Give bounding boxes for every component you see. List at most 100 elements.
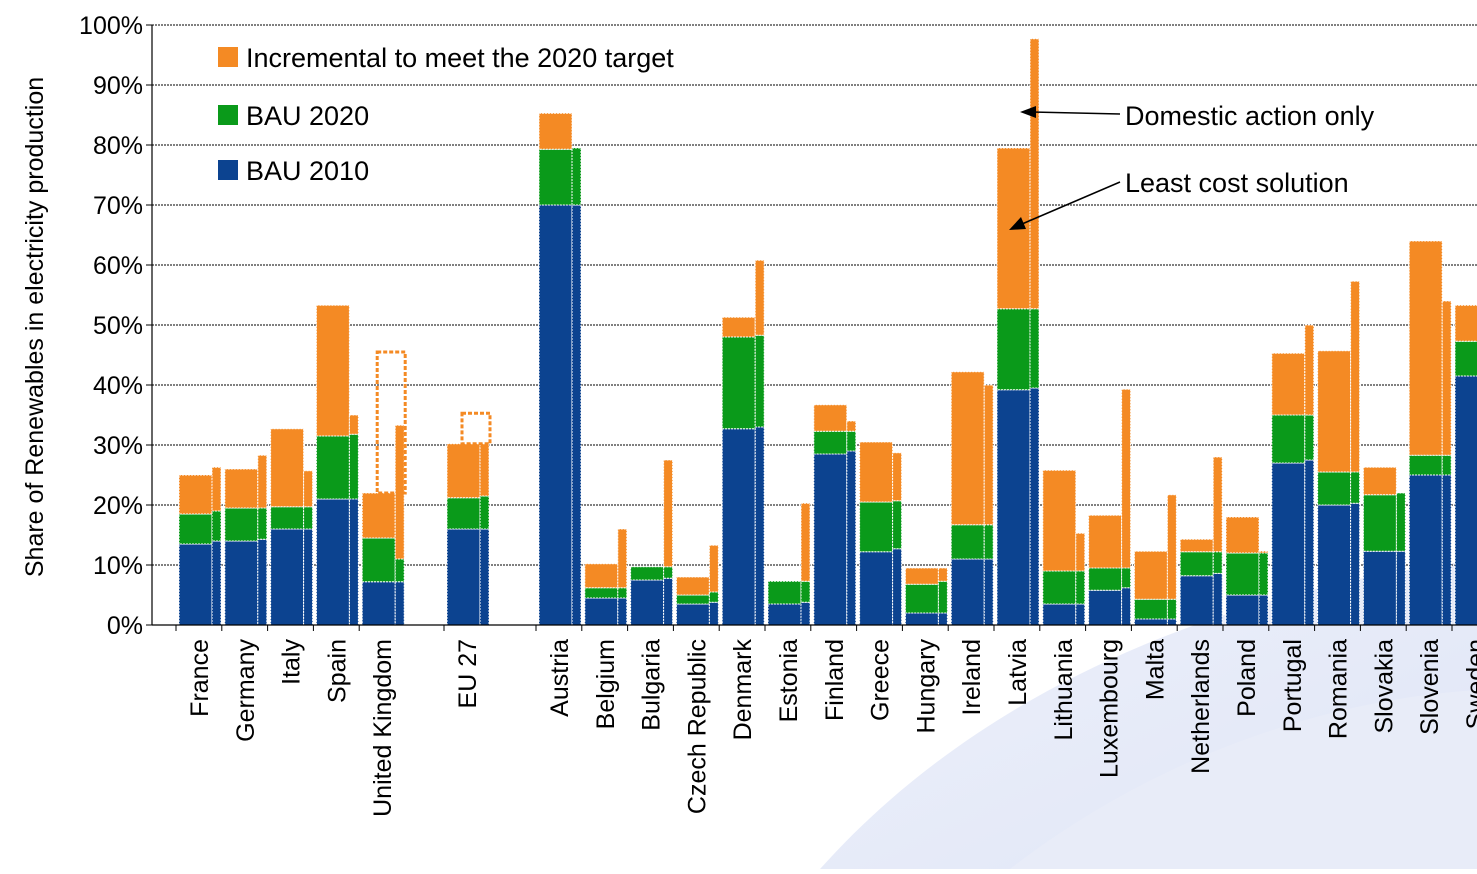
x-tick-label: Malta [1141, 639, 1169, 700]
axis-layer: 0% 10% 20% 30% 40% 50% 60% 70% 80% 90% 100% France G… [79, 12, 1477, 817]
x-tick-label: Hungary [912, 639, 940, 734]
bar-domestic-bau2010-eu-27 [446, 528, 481, 626]
bar-least-cost-incremental-slovenia [1441, 300, 1452, 456]
bar-least-cost-incremental-hungary [937, 567, 948, 582]
bar-domestic-incremental-sweden [1454, 304, 1477, 342]
background-swoosh-light [1010, 690, 1477, 869]
bar-least-cost-incremental-lithuania [1075, 532, 1086, 572]
bar-least-cost-bau2020-united-kingdom [394, 558, 405, 583]
bar-domestic-bau2020-spain [315, 435, 350, 500]
x-tick-label: Bulgaria [638, 639, 666, 731]
x-tick-label: Greece [867, 639, 895, 721]
bar-domestic-incremental-poland [1225, 516, 1260, 554]
bar-domestic-bau2020-slovenia [1408, 454, 1443, 476]
bar-domestic-bau2010-portugal [1271, 462, 1306, 626]
bar-domestic-bau2010-france [178, 543, 213, 626]
bar-least-cost-bau2010-ireland [983, 558, 994, 626]
bar-least-cost-incremental-czech-republic [708, 544, 719, 593]
bar-least-cost-incremental-romania [1350, 280, 1361, 473]
target-outline-eu-27 [460, 411, 492, 446]
legend-swatch [218, 47, 238, 67]
bar-domestic-bau2020-france [178, 513, 213, 545]
bar-least-cost-bau2010-finland [846, 450, 857, 626]
annotation-least-cost-solution: Least cost solution [1125, 168, 1349, 198]
bar-least-cost-incremental-denmark [754, 259, 765, 336]
bar-domestic-bau2020-austria [538, 148, 573, 206]
bar-least-cost-incremental-bulgaria [663, 459, 674, 568]
bar-domestic-incremental-austria [538, 112, 573, 150]
bar-least-cost-bau2010-malta [1166, 618, 1177, 626]
bar-least-cost-bau2010-eu-27 [479, 528, 490, 626]
bar-least-cost-incremental-greece [892, 452, 903, 502]
bar-domestic-incremental-spain [315, 304, 350, 437]
y-axis-label: Share of Renewables in electricity produ… [21, 77, 49, 577]
bar-domestic-incremental-italy [270, 428, 305, 508]
bar-domestic-bau2010-slovakia [1362, 550, 1397, 626]
bar-least-cost-bau2010-slovakia [1395, 550, 1406, 626]
bar-least-cost-incremental-latvia [1029, 38, 1040, 310]
x-tick-label: Italy [278, 639, 306, 685]
bar-domestic-bau2010-denmark [721, 428, 756, 626]
bar-domestic-bau2020-luxembourg [1088, 567, 1123, 591]
bar-least-cost-bau2010-united-kingdom [394, 581, 405, 626]
bar-least-cost-bau2020-romania [1350, 471, 1361, 504]
bar-domestic-incremental-czech-republic [675, 576, 710, 596]
bar-least-cost-incremental-finland [846, 420, 857, 432]
bar-domestic-bau2010-finland [813, 453, 848, 626]
annotation-domestic-action-only: Domestic action only [1125, 101, 1375, 131]
bar-least-cost-incremental-portugal [1304, 324, 1315, 416]
bar-least-cost-bau2010-austria [571, 204, 582, 626]
legend-label: BAU 2020 [246, 101, 369, 131]
bar-domestic-bau2020-ireland [950, 524, 985, 560]
bar-domestic-bau2020-italy [270, 506, 305, 530]
bar-least-cost-incremental-italy [303, 470, 314, 508]
bar-least-cost-incremental-poland [1258, 550, 1269, 554]
bar-domestic-bau2020-belgium [584, 587, 619, 599]
bar-least-cost-bau2020-estonia [800, 580, 811, 603]
bar-domestic-bau2020-estonia [767, 580, 802, 605]
bar-least-cost-incremental-belgium [617, 528, 628, 589]
y-tick-label: 100% [79, 12, 143, 40]
bar-least-cost-bau2020-poland [1258, 552, 1269, 596]
legend-label: Incremental to meet the 2020 target [246, 43, 674, 73]
bar-least-cost-bau2010-slovenia [1441, 474, 1452, 626]
bar-domestic-bau2010-luxembourg [1088, 589, 1123, 626]
bar-domestic-bau2010-netherlands [1179, 575, 1214, 626]
annotation-arrowhead [1009, 217, 1026, 230]
bar-least-cost-bau2010-portugal [1304, 459, 1315, 626]
x-tick-label: Lithuania [1050, 639, 1078, 741]
bar-domestic-bau2020-poland [1225, 552, 1260, 596]
bar-least-cost-incremental-germany [257, 454, 268, 509]
annotation-arrow-line [1031, 111, 1121, 115]
legend: Incremental to meet the 2020 target BAU 2… [218, 43, 674, 186]
bar-least-cost-bau2020-germany [257, 507, 268, 540]
x-tick-label: Czech Republic [683, 639, 711, 814]
bar-domestic-bau2020-sweden [1454, 340, 1477, 377]
bar-least-cost-bau2020-bulgaria [663, 566, 674, 579]
bar-domestic-incremental-malta [1133, 550, 1168, 600]
y-tick-label: 10% [93, 552, 143, 580]
bar-least-cost-bau2020-finland [846, 430, 857, 452]
bar-least-cost-bau2020-hungary [937, 580, 948, 614]
bar-least-cost-bau2020-belgium [617, 587, 628, 599]
bar-domestic-bau2010-bulgaria [630, 579, 665, 626]
bar-least-cost-bau2010-luxembourg [1121, 587, 1132, 626]
bar-domestic-bau2020-slovakia [1362, 494, 1397, 552]
y-tick-label: 0% [107, 612, 143, 640]
bar-domestic-incremental-slovakia [1362, 466, 1397, 496]
bar-domestic-bau2020-finland [813, 430, 848, 455]
bar-domestic-incremental-slovenia [1408, 240, 1443, 456]
target-outline-united-kingdom [375, 350, 407, 495]
bar-least-cost-bau2020-lithuania [1075, 570, 1086, 605]
annotations: Domestic action only Least cost solution [1009, 101, 1375, 230]
bar-domestic-incremental-portugal [1271, 352, 1306, 416]
x-tick-label: Latvia [1004, 639, 1032, 706]
bar-least-cost-bau2010-lithuania [1075, 603, 1086, 626]
x-tick-label: Germany [232, 639, 260, 742]
bar-domestic-bau2020-united-kingdom [361, 537, 396, 583]
bar-domestic-incremental-france [178, 474, 213, 515]
bar-domestic-bau2010-belgium [584, 597, 619, 626]
bar-domestic-incremental-eu-27 [446, 443, 481, 499]
bar-least-cost-bau2010-hungary [937, 612, 948, 626]
bar-least-cost-incremental-spain [348, 414, 359, 435]
